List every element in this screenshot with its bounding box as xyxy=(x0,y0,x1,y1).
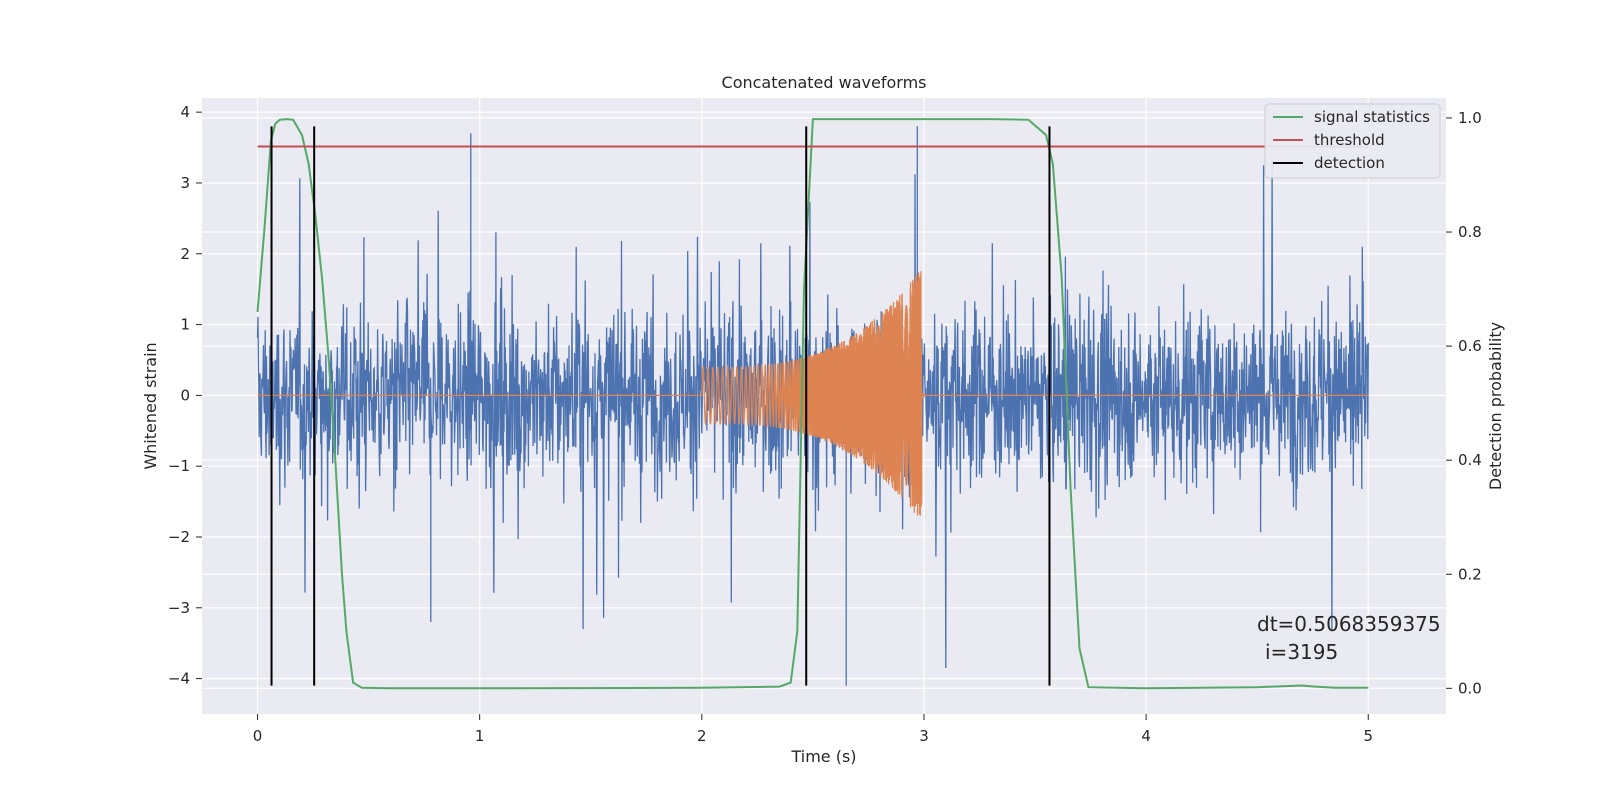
detection-series xyxy=(270,126,1051,686)
y2-tick-label: 1.0 xyxy=(1458,109,1482,127)
y2-axis-label: Detection probability xyxy=(1486,322,1505,490)
y2-tick-label: 0.6 xyxy=(1458,337,1482,355)
signal-statistics-series xyxy=(256,118,1369,690)
y-tick-label: −4 xyxy=(168,670,190,688)
y-tick-label: 3 xyxy=(180,174,190,192)
y-tick-label: −2 xyxy=(168,528,190,546)
annotation-i: i=3195 xyxy=(1265,640,1338,664)
signal-statistics-line xyxy=(256,118,1369,690)
injection-series xyxy=(257,271,1369,516)
legend-box xyxy=(1264,103,1441,179)
legend: signal statistics threshold detection xyxy=(1264,103,1441,179)
y-tick-label: 0 xyxy=(180,386,190,404)
legend-label-signal-statistics: signal statistics xyxy=(1314,108,1430,126)
y-axis-label: Whitened strain xyxy=(141,342,160,469)
x-tick-label: 5 xyxy=(1363,727,1373,745)
y-tick-label: −1 xyxy=(168,457,190,475)
legend-label-threshold: threshold xyxy=(1314,131,1385,149)
legend-label-detection: detection xyxy=(1314,154,1385,172)
injection-line xyxy=(257,271,1369,516)
y-tick-label: 4 xyxy=(180,103,190,121)
x-tick-label: 3 xyxy=(919,727,929,745)
x-axis-label: Time (s) xyxy=(790,747,856,766)
x-tick-label: 2 xyxy=(697,727,707,745)
x-tick-label: 4 xyxy=(1141,727,1151,745)
y-tick-label: 2 xyxy=(180,245,190,263)
chart-title: Concatenated waveforms xyxy=(722,73,927,92)
annotation-dt: dt=0.5068359375 xyxy=(1257,612,1441,636)
whitened-strain-series xyxy=(256,126,1369,686)
y2-tick-label: 0.4 xyxy=(1458,451,1482,469)
y2-tick-label: 0.8 xyxy=(1458,223,1482,241)
y2-tick-label: 0.0 xyxy=(1458,679,1482,697)
x-tick-label: 1 xyxy=(475,727,485,745)
x-tick-label: 0 xyxy=(253,727,263,745)
y-tick-label: 1 xyxy=(180,316,190,334)
y2-tick-label: 0.2 xyxy=(1458,565,1482,583)
tick-labels: 0 1 2 3 4 5 −4 −3 −2 −1 0 1 2 3 4 0.0 0.2 0.4 0.6 0.8 1.0 xyxy=(168,103,1482,745)
y-tick-label: −3 xyxy=(168,599,190,617)
whitened-strain-line xyxy=(256,126,1369,686)
